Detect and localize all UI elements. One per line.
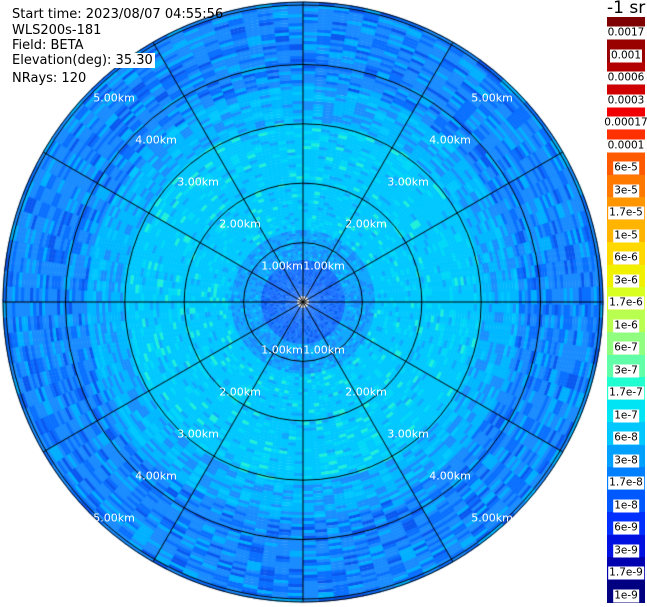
range-ring-label: 3.00km xyxy=(387,175,429,189)
range-ring-label: 2.00km xyxy=(345,217,387,231)
colorbar-tick-label: 1.7e-7 xyxy=(608,386,644,400)
range-ring-label: 3.00km xyxy=(177,427,219,441)
range-ring-label: 2.00km xyxy=(345,385,387,399)
range-ring-label: 1.00km xyxy=(303,343,345,357)
range-ring-label: 5.00km xyxy=(471,511,513,525)
range-ring-label: 3.00km xyxy=(387,427,429,441)
colorbar-tick-label: 6e-9 xyxy=(613,521,639,535)
range-ring-label: 5.00km xyxy=(93,91,135,105)
colorbar-tick-label: 6e-5 xyxy=(613,161,639,175)
colorbar-tick-label: 3e-5 xyxy=(613,184,639,197)
colorbar-tick-label: 1.7e-8 xyxy=(608,476,644,490)
colorbar-tick-label: 1e-5 xyxy=(613,229,639,242)
colorbar-tick-label: 1.7e-5 xyxy=(608,206,644,220)
colorbar-tick-label: 3e-9 xyxy=(613,544,639,557)
colorbar-tick-label: 3e-8 xyxy=(613,454,639,467)
colorbar-tick-label: 0.00017 xyxy=(603,116,647,130)
instrument-label: WLS200s-181 xyxy=(12,23,102,38)
colorbar-tick-label: 3e-6 xyxy=(613,274,639,287)
elevation-label: Elevation(deg): 35.30 xyxy=(12,53,155,68)
colorbar-tick-label: 0.0017 xyxy=(606,26,646,40)
field-label: Field: BETA xyxy=(12,38,84,53)
range-ring-label: 1.00km xyxy=(261,343,303,357)
range-ring-label: 2.00km xyxy=(219,385,261,399)
colorbar-tick-label: 1e-8 xyxy=(613,499,639,512)
colorbar-tick-label: 0.0003 xyxy=(606,94,646,107)
colorbar-tick-label: 0.0001 xyxy=(606,139,646,152)
range-ring-label: 4.00km xyxy=(429,469,471,483)
range-ring-label: 4.00km xyxy=(135,133,177,147)
range-ring-label: 4.00km xyxy=(135,469,177,483)
colorbar-tick-label: 1.7e-9 xyxy=(608,566,644,580)
range-ring-label: 3.00km xyxy=(177,175,219,189)
colorbar-tick-label: 6e-7 xyxy=(613,341,639,355)
colorbar-tick-label: 1e-7 xyxy=(613,409,639,422)
range-ring-label: 2.00km xyxy=(219,217,261,231)
colorbar-unit: -1 sr xyxy=(607,0,646,18)
range-ring-label: 5.00km xyxy=(471,91,513,105)
start-time-label: Start time: 2023/08/07 04:55:56 xyxy=(12,7,224,22)
colorbar-tick-label: 6e-8 xyxy=(613,431,639,445)
colorbar-tick-label: 6e-6 xyxy=(613,251,639,265)
colorbar-tick-label: 3e-7 xyxy=(613,364,639,377)
colorbar-tick-label: 1e-6 xyxy=(613,319,639,332)
colorbar-tick-label: 1.7e-6 xyxy=(608,296,644,310)
ppi-plot xyxy=(0,0,607,607)
nrays-label: NRays: 120 xyxy=(12,71,87,86)
range-ring-label: 1.00km xyxy=(303,259,345,273)
colorbar-tick-label: 0.001 xyxy=(609,49,643,62)
colorbar: 0.0017 0.001 0.0006 0.0003 0.00017 0.0001 6e-5… xyxy=(603,17,647,603)
range-ring-label: 4.00km xyxy=(429,133,471,147)
range-ring-label: 1.00km xyxy=(261,259,303,273)
range-ring-label: 5.00km xyxy=(93,511,135,525)
colorbar-tick-label: 0.0006 xyxy=(606,71,646,85)
colorbar-tick-label: 1e-9 xyxy=(613,589,639,602)
